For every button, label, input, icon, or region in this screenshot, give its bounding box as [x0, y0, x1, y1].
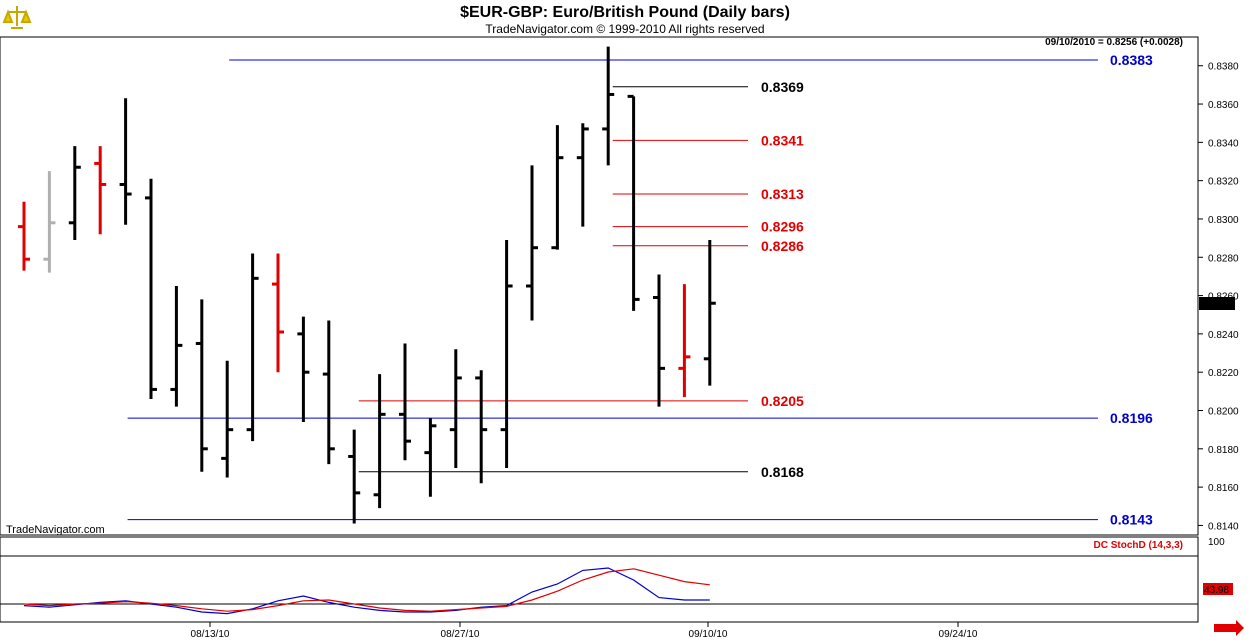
x-tick-label: 09/24/10	[939, 629, 978, 640]
ohlc-bar	[653, 274, 665, 407]
scroll-right-arrow-icon[interactable]	[1214, 620, 1244, 636]
ohlc-bar	[373, 374, 386, 509]
ohlc-bar	[576, 123, 589, 227]
y-tick-label: 0.8340	[1208, 138, 1239, 149]
level-label: 0.8313	[761, 186, 804, 202]
ohlc-bar	[322, 320, 335, 465]
x-tick-label: 08/27/10	[441, 629, 480, 640]
last-quote: 09/10/2010 = 0.8256 (+0.0028)	[1045, 37, 1183, 48]
y-tick-label: 0.8200	[1208, 407, 1239, 418]
x-tick-label: 08/13/10	[191, 629, 230, 640]
ohlc-bar	[348, 429, 361, 524]
indicator-panel	[0, 536, 1199, 623]
last-price-box	[1199, 297, 1235, 310]
y-tick-label: 0.8280	[1208, 253, 1239, 264]
indicator-line	[23, 568, 710, 612]
y-tick-label: 0.8180	[1208, 445, 1239, 456]
ohlc-bar	[221, 360, 234, 478]
y-tick-label: 0.8140	[1208, 521, 1239, 532]
ohlc-bar	[119, 98, 132, 225]
ohlc-bar	[475, 370, 488, 484]
ohlc-bar	[272, 253, 284, 373]
indicator-tick-label: 100	[1208, 537, 1225, 548]
level-label: 0.8205	[761, 393, 804, 409]
ohlc-bar	[195, 299, 208, 472]
y-tick-label: 0.8300	[1208, 215, 1239, 226]
indicator-line	[23, 567, 710, 615]
ohlc-bar	[94, 146, 107, 235]
level-label: 0.8341	[761, 132, 804, 148]
ohlc-bar	[627, 94, 640, 311]
ohlc-bar	[500, 240, 513, 468]
ohlc-bar	[170, 286, 183, 407]
chart-title: $EUR-GBP: Euro/British Pound (Daily bars…	[460, 4, 790, 21]
ohlc-bar	[526, 165, 538, 321]
y-tick-label: 0.8380	[1208, 62, 1239, 73]
ohlc-bar	[551, 125, 564, 250]
x-tick-label: 09/10/10	[689, 629, 728, 640]
level-label: 0.8286	[761, 238, 804, 254]
ohlc-bar	[399, 343, 411, 461]
copyright-text: TradeNavigator.com © 1999-2010 All right…	[485, 22, 764, 36]
level-label: 0.8369	[761, 79, 804, 95]
ohlc-bar	[678, 284, 691, 398]
ohlc-bar	[297, 316, 310, 422]
ohlc-bar	[43, 171, 56, 273]
indicator-last-label: 43.98	[1204, 585, 1229, 596]
level-label: 0.8143	[1110, 512, 1153, 528]
ohlc-bar	[602, 46, 615, 166]
ohlc-bar	[703, 240, 716, 386]
ohlc-bar	[246, 253, 259, 442]
y-tick-label: 0.8360	[1208, 100, 1239, 111]
level-label: 0.8168	[761, 464, 804, 480]
y-tick-label: 0.8240	[1208, 330, 1239, 341]
indicator-label: DC StochD (14,3,3)	[1094, 540, 1183, 551]
level-label: 0.8196	[1110, 410, 1153, 426]
ohlc-bar	[145, 178, 157, 400]
watermark: TradeNavigator.com	[6, 524, 105, 536]
ohlc-bar	[424, 418, 437, 497]
ohlc-bar	[449, 349, 462, 468]
level-label: 0.8296	[761, 219, 804, 235]
ohlc-bar	[68, 146, 81, 241]
price-panel	[0, 36, 1199, 536]
y-tick-label: 0.8220	[1208, 368, 1239, 379]
ohlc-bar	[18, 201, 30, 271]
level-label: 0.8383	[1110, 52, 1153, 68]
last-price-label: 0.8256	[1201, 299, 1232, 310]
y-tick-label: 0.8320	[1208, 177, 1239, 188]
y-tick-label: 0.8160	[1208, 483, 1239, 494]
indicator-last-box	[1203, 583, 1233, 595]
logo-icon	[0, 0, 34, 34]
